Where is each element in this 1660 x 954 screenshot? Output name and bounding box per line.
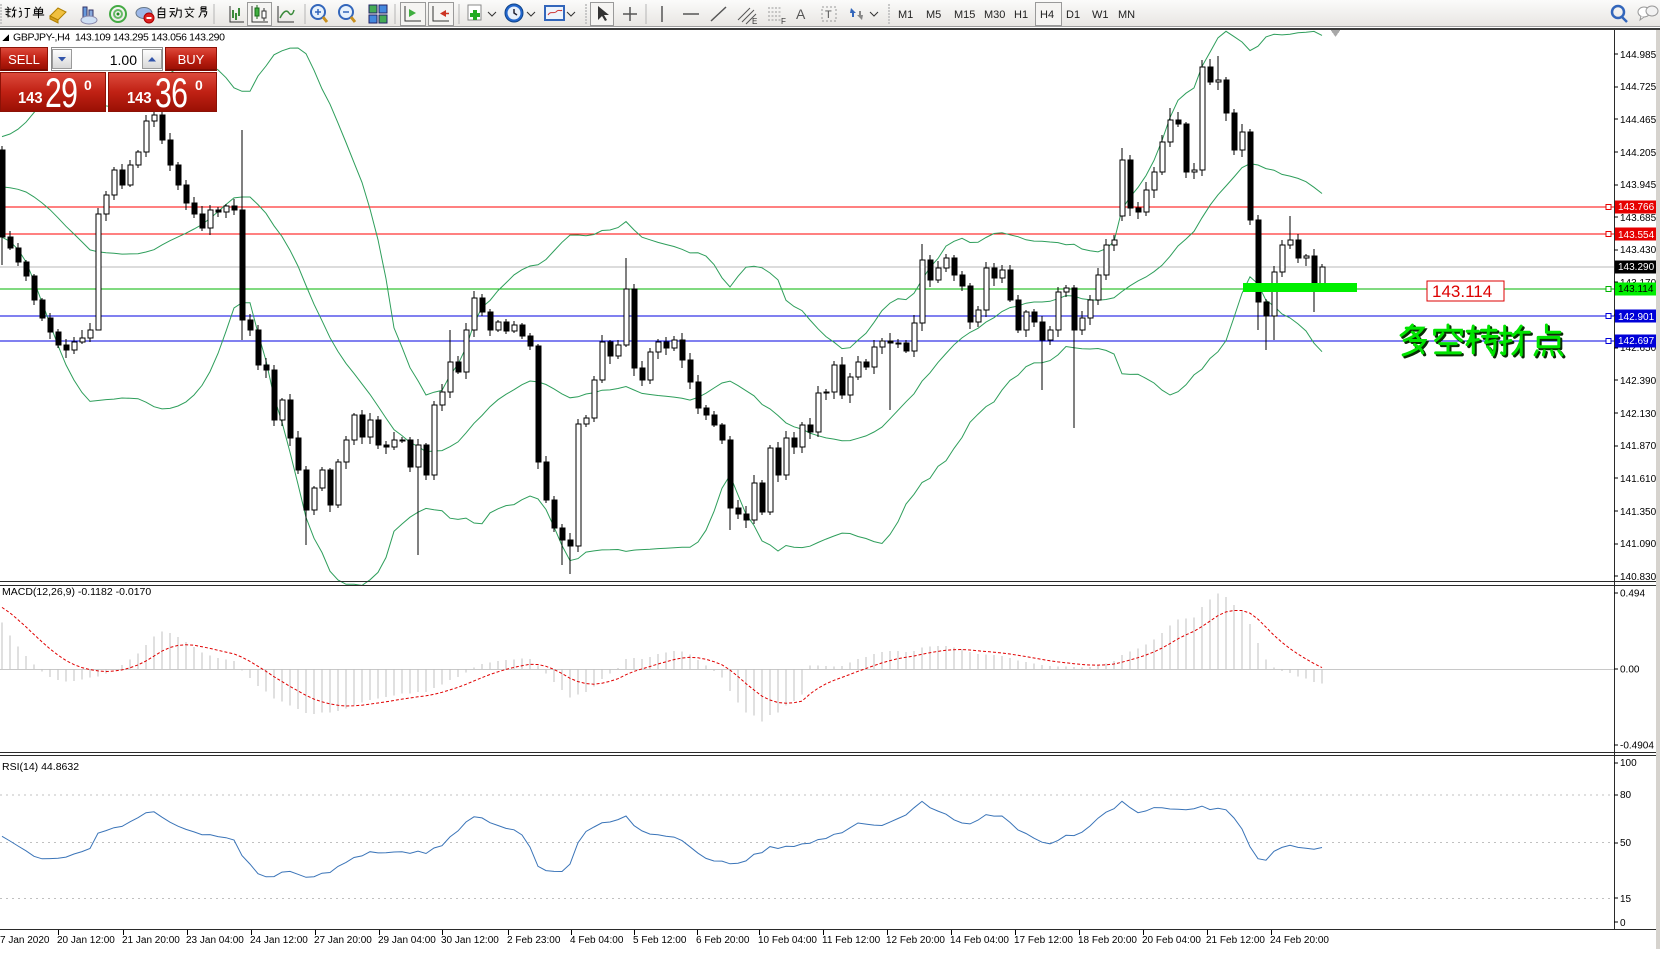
svg-text:142.901: 142.901: [1618, 312, 1655, 323]
svg-text:144.725: 144.725: [1620, 82, 1657, 93]
svg-text:H1: H1: [1014, 9, 1028, 21]
svg-text:MN: MN: [1118, 9, 1135, 21]
svg-text:GBPJPY-,H4 143.109 143.295 14: GBPJPY-,H4 143.109 143.295 143.056 143.2…: [13, 32, 225, 44]
svg-text:12 Feb 20:00: 12 Feb 20:00: [886, 935, 945, 946]
svg-text:0: 0: [1620, 918, 1626, 929]
svg-text:140.830: 140.830: [1620, 572, 1657, 583]
svg-text:141.870: 141.870: [1620, 441, 1657, 452]
svg-text:A: A: [796, 6, 806, 22]
svg-text:142.390: 142.390: [1620, 376, 1657, 387]
svg-text:142.650: 142.650: [1620, 343, 1657, 354]
svg-text:80: 80: [1620, 790, 1632, 801]
svg-text:21 Feb 12:00: 21 Feb 12:00: [1206, 935, 1265, 946]
svg-text:RSI(14) 44.8632: RSI(14) 44.8632: [2, 761, 79, 773]
svg-text:143.290: 143.290: [1618, 262, 1655, 273]
svg-text:143.554: 143.554: [1618, 230, 1655, 241]
svg-text:2 Feb 23:00: 2 Feb 23:00: [507, 935, 561, 946]
svg-text:MACD(12,26,9) -0.1182 -0.0170: MACD(12,26,9) -0.1182 -0.0170: [2, 586, 151, 598]
svg-text:M30: M30: [984, 9, 1005, 21]
svg-text:30 Jan 12:00: 30 Jan 12:00: [441, 935, 499, 946]
svg-text:144.465: 144.465: [1620, 115, 1657, 126]
svg-text:-0.4904: -0.4904: [1620, 741, 1654, 752]
svg-text:24 Feb 20:00: 24 Feb 20:00: [1270, 935, 1329, 946]
svg-text:M5: M5: [926, 9, 941, 21]
svg-text:E: E: [752, 17, 757, 26]
svg-text:T: T: [825, 9, 832, 21]
svg-text:143.114: 143.114: [1432, 282, 1492, 301]
svg-text:144.985: 144.985: [1620, 50, 1657, 61]
svg-text:27 Jan 20:00: 27 Jan 20:00: [314, 935, 372, 946]
svg-text:141.350: 141.350: [1620, 507, 1657, 518]
svg-text:29 Jan 04:00: 29 Jan 04:00: [378, 935, 436, 946]
svg-text:7 Jan 2020: 7 Jan 2020: [0, 935, 50, 946]
svg-text:W1: W1: [1092, 9, 1109, 21]
svg-text:18 Feb 20:00: 18 Feb 20:00: [1078, 935, 1137, 946]
svg-text:11 Feb 12:00: 11 Feb 12:00: [822, 935, 881, 946]
svg-text:141.610: 141.610: [1620, 474, 1657, 485]
svg-text:144.205: 144.205: [1620, 148, 1657, 159]
svg-text:4 Feb 04:00: 4 Feb 04:00: [570, 935, 624, 946]
svg-text:F: F: [781, 17, 786, 26]
svg-text:14 Feb 04:00: 14 Feb 04:00: [950, 935, 1009, 946]
svg-text:143.430: 143.430: [1620, 245, 1657, 256]
svg-text:0.00: 0.00: [1620, 665, 1640, 676]
svg-text:17 Feb 12:00: 17 Feb 12:00: [1014, 935, 1073, 946]
svg-text:D1: D1: [1066, 9, 1080, 21]
svg-text:20 Jan 12:00: 20 Jan 12:00: [57, 935, 115, 946]
svg-text:15: 15: [1620, 894, 1632, 905]
svg-text:142.697: 142.697: [1618, 336, 1655, 347]
svg-text:143.945: 143.945: [1620, 180, 1657, 191]
svg-text:M1: M1: [898, 9, 913, 21]
svg-text:142.130: 142.130: [1620, 409, 1657, 420]
svg-text:23 Jan 04:00: 23 Jan 04:00: [186, 935, 244, 946]
svg-text:50: 50: [1620, 838, 1632, 849]
svg-text:10 Feb 04:00: 10 Feb 04:00: [758, 935, 817, 946]
svg-text:0.494: 0.494: [1620, 589, 1645, 600]
svg-text:143.766: 143.766: [1618, 202, 1655, 213]
svg-text:H4: H4: [1040, 9, 1054, 21]
svg-text:24 Jan 12:00: 24 Jan 12:00: [250, 935, 308, 946]
svg-text:M15: M15: [954, 9, 975, 21]
svg-text:143.114: 143.114: [1618, 284, 1654, 295]
svg-text:100: 100: [1620, 758, 1637, 769]
svg-text:6 Feb 20:00: 6 Feb 20:00: [696, 935, 750, 946]
svg-text:141.090: 141.090: [1620, 539, 1657, 550]
svg-text:143.685: 143.685: [1620, 213, 1657, 224]
svg-text:21 Jan 20:00: 21 Jan 20:00: [122, 935, 180, 946]
svg-text:5 Feb 12:00: 5 Feb 12:00: [633, 935, 687, 946]
svg-text:20 Feb 04:00: 20 Feb 04:00: [1142, 935, 1201, 946]
